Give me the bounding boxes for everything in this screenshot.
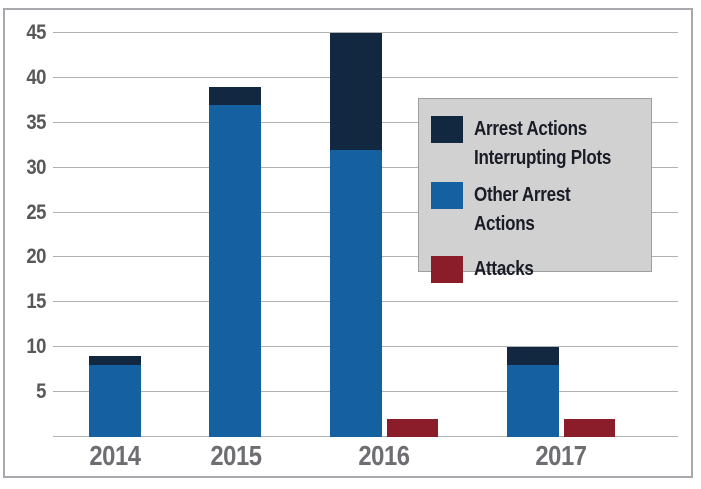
- legend-label-arrest-actions-interrupting-plots: Arrest Actions Interrupting Plots: [474, 118, 612, 169]
- bar-2017-attacks: [564, 419, 615, 437]
- bar-2015-other-arrest-actions: [209, 104, 261, 437]
- bar-2016-other-arrest-actions: [330, 149, 382, 437]
- y-axis-tick-label: 25: [26, 200, 46, 224]
- x-axis-category-label: 2017: [535, 440, 587, 471]
- bar-2016-arrest-actions-interrupting-plots: [330, 32, 382, 150]
- y-axis-tick-label: 40: [26, 65, 46, 89]
- y-axis-tick-label: 10: [26, 335, 46, 359]
- legend-label-attacks: Attacks: [474, 258, 534, 280]
- x-axis-category-label: 2016: [358, 440, 410, 471]
- red-square-icon: [431, 256, 463, 283]
- bar-2014-arrest-actions-interrupting-plots: [89, 356, 141, 366]
- bar-2014-other-arrest-actions: [89, 365, 141, 437]
- legend-item-arrest-actions-interrupting-plots: Arrest Actions Interrupting Plots: [431, 115, 651, 173]
- y-axis-tick-label: 15: [26, 290, 46, 314]
- x-axis-category-label: 2014: [88, 440, 141, 471]
- legend-item-other-arrest-actions: Other Arrest Actions: [431, 181, 651, 239]
- bar-2015-arrest-actions-interrupting-plots: [209, 86, 261, 105]
- bar-2016-attacks: [387, 419, 438, 437]
- y-axis-tick-label: 5: [36, 380, 46, 404]
- legend-label-other-arrest-actions: Other Arrest Actions: [474, 184, 571, 235]
- bar-2017-arrest-actions-interrupting-plots: [507, 347, 559, 366]
- y-axis-tick-label: 20: [26, 245, 46, 269]
- legend: Arrest Actions Interrupting Plots Other …: [418, 98, 652, 283]
- legend-item-attacks: Attacks: [431, 255, 651, 284]
- bar-2017-other-arrest-actions: [507, 365, 559, 437]
- y-axis-tick-label: 35: [26, 110, 46, 134]
- gridline: [53, 31, 678, 33]
- y-axis-tick-label: 30: [26, 155, 46, 179]
- y-axis-tick-label: 45: [26, 20, 46, 44]
- navy-square-icon: [431, 116, 463, 143]
- blue-square-icon: [431, 182, 463, 209]
- x-axis-category-label: 2015: [209, 440, 262, 471]
